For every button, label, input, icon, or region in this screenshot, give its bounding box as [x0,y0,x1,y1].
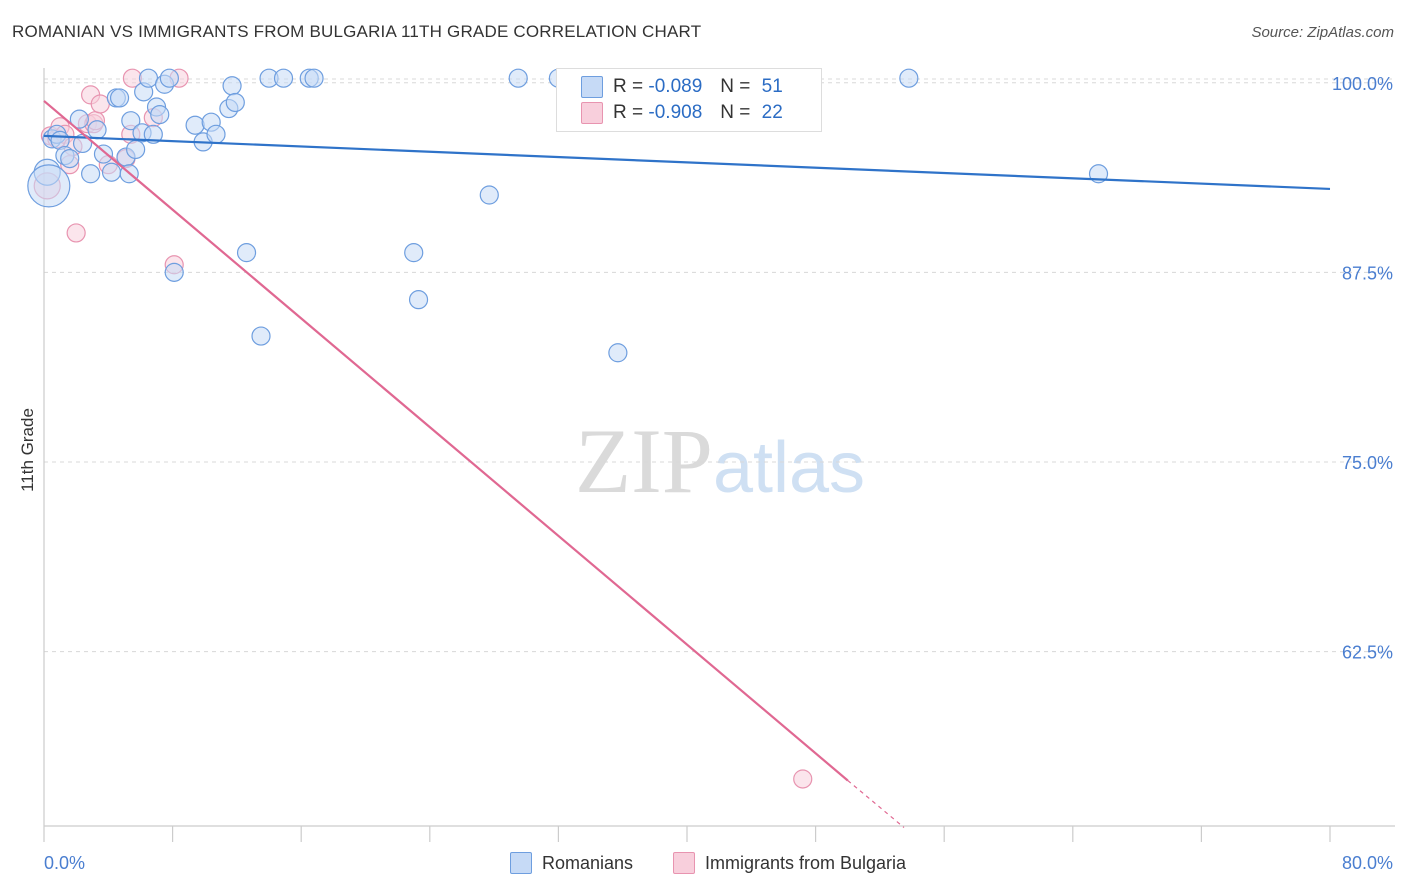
watermark-zip: ZIP [575,410,713,512]
swatch-blue [581,76,603,98]
point-romanians [81,164,101,184]
n2-label: N = [720,102,751,123]
y-tick-labels: 100.0% 87.5% 75.0% 62.5% [1332,74,1393,663]
point-romanians [899,68,919,88]
point-romanians [150,105,170,125]
point-romanians [60,148,80,169]
legend-label-bulgaria: Immigrants from Bulgaria [705,852,907,873]
point-romanians [479,185,499,205]
point-romanians [222,76,242,96]
legend-swatch-blue [510,852,532,874]
x-tick-max: 80.0% [1342,853,1393,873]
point-romanians [109,88,130,108]
point-romanians [143,124,163,144]
point-romanians [404,243,424,263]
point-romanians [126,139,146,160]
trend-bulgaria [43,100,849,782]
trend-romanians [43,134,1331,191]
point-romanians [87,120,107,140]
y-tick-label: 87.5% [1342,263,1393,283]
point-bulgaria [90,94,110,114]
point-romanians [408,290,429,310]
watermark-atlas: atlas [713,428,865,508]
y-axis-label: 11th Grade [18,408,37,492]
n1-label: N = [720,76,751,97]
point-romanians [508,68,528,88]
point-romanians [225,92,245,113]
n1-value: 51 [761,76,783,97]
point-romanians [27,164,71,208]
y-axis-label-wrap: 11th Grade [16,300,40,600]
watermark: ZIPatlas [575,410,865,512]
y-tick-label: 100.0% [1332,74,1393,94]
trend-bulgaria-extension [847,780,905,828]
grid [44,78,1395,653]
y-tick-label: 75.0% [1342,453,1393,473]
point-romanians [236,243,257,263]
x-tick-min: 0.0% [44,853,85,873]
point-romanians [206,124,226,144]
legend-swatch-pink [673,852,695,874]
n2-value: 22 [761,102,783,123]
legend-row-bulgaria: R = -0.908 N = 22 [581,101,783,125]
point-bulgaria [66,223,86,243]
point-romanians [304,68,324,88]
point-romanians [608,343,628,363]
chart-title: ROMANIAN VS IMMIGRANTS FROM BULGARIA 11T… [12,22,702,41]
point-romanians [273,68,294,88]
point-romanians [69,109,89,129]
point-romanians [121,111,141,131]
point-romanians [101,162,122,182]
legend-label-romanians: Romanians [542,852,634,873]
stats-legend: R = -0.089 N = 51 R = -0.908 N = 22 [556,68,822,132]
legend-row-romanians: R = -0.089 N = 51 [581,75,783,99]
point-romanians [159,68,179,88]
point-romanians [138,68,159,88]
series-romanians-points [27,68,1109,363]
y-tick-label: 62.5% [1342,643,1393,663]
legend-bulgaria: Immigrants from Bulgaria [673,850,906,876]
swatch-pink [581,102,603,124]
trend-lines [43,100,1331,828]
point-romanians [185,115,205,135]
point-romanians [251,326,271,346]
legend-romanians: Romanians [510,850,633,876]
r1-label: R = [613,76,644,97]
source-label: Source: ZipAtlas.com [1251,24,1394,41]
point-romanians [93,144,114,164]
point-romanians [164,262,184,282]
r2-label: R = [613,102,644,123]
r1-value: -0.089 [648,76,703,97]
point-bulgaria [793,769,813,789]
r2-value: -0.908 [648,102,703,123]
